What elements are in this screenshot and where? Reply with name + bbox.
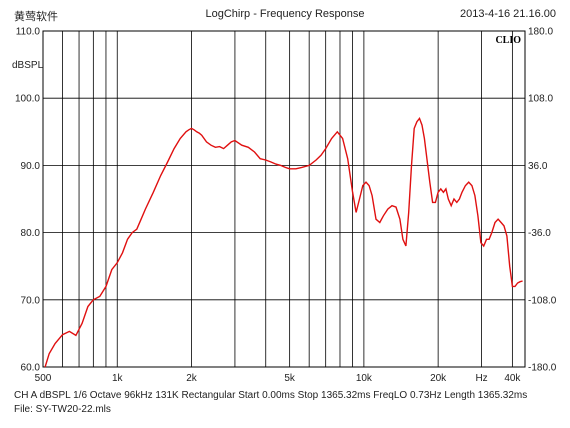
right-tick-label: 180.0 — [528, 27, 553, 38]
response-trace — [44, 116, 523, 368]
right-tick-label: 108.0 — [528, 94, 553, 105]
y-tick-label: 70.0 — [21, 295, 41, 306]
timestamp: 2013-4-16 21.16.00 — [459, 8, 556, 20]
measurement-info: CH A dBSPL 1/6 Octave 96kHz 131K Rectang… — [14, 390, 528, 401]
x-tick-label: Hz — [475, 373, 487, 384]
y-tick-label: 60.0 — [21, 363, 41, 374]
y-tick-label: 80.0 — [21, 228, 41, 239]
right-tick-label: -36.0 — [528, 228, 551, 239]
x-tick-label: 1k — [112, 373, 124, 384]
axis-labels: 110.0 100.0 90.0 80.0 70.0 60.0 180.0 108.0 36.0… — [15, 27, 557, 385]
x-tick-label: 2k — [186, 373, 198, 384]
x-tick-label: 40k — [504, 373, 521, 384]
y-axis-label: dBSPL — [12, 60, 44, 71]
x-tick-label: 5k — [284, 373, 296, 384]
app-title: 黄莺软件 — [14, 11, 58, 23]
right-tick-label: -108.0 — [528, 295, 557, 306]
y-tick-label: 90.0 — [21, 161, 41, 172]
x-tick-label: 20k — [430, 373, 447, 384]
x-tick-label: 10k — [356, 373, 373, 384]
plot-frame — [42, 30, 526, 368]
clio-logo: CLIO — [495, 35, 521, 46]
y-tick-label: 100.0 — [15, 94, 40, 105]
grid — [42, 30, 525, 368]
y-tick-label: 110.0 — [16, 27, 41, 38]
right-tick-label: -180.0 — [528, 363, 557, 374]
x-tick-label: 500 — [35, 373, 52, 384]
file-name: File: SY-TW20-22.mls — [14, 404, 111, 415]
chart-title: LogChirp - Frequency Response — [205, 8, 365, 20]
right-tick-label: 36.0 — [528, 161, 548, 172]
